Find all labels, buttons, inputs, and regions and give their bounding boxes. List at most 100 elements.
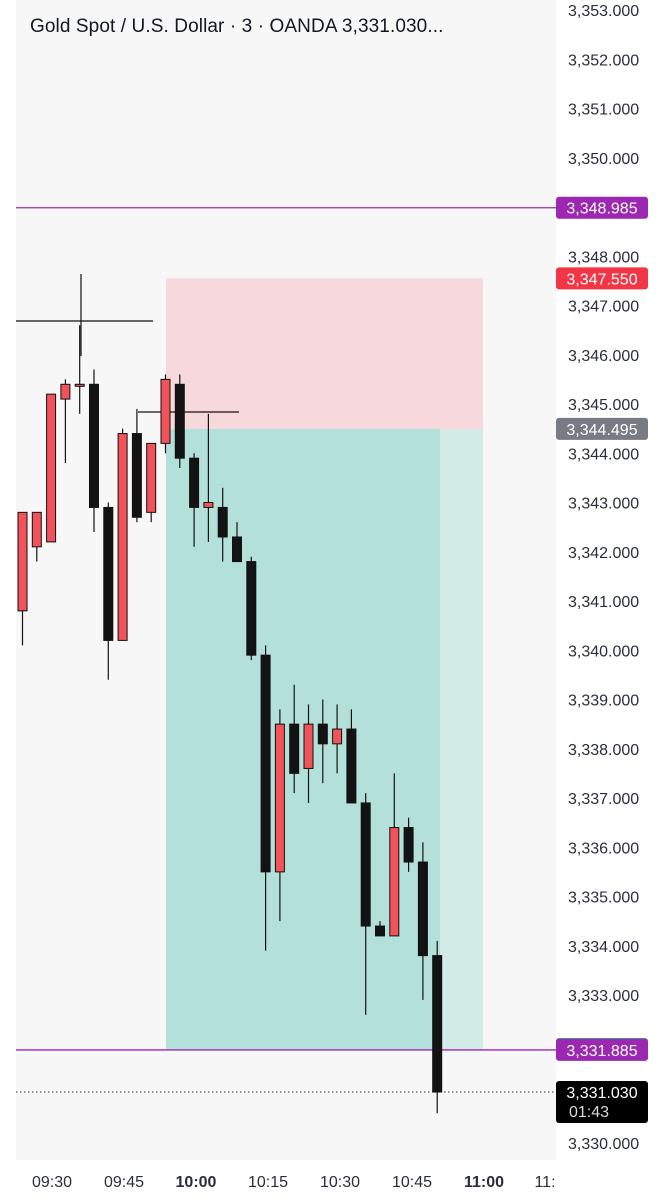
take-profit-zone <box>166 428 440 1050</box>
candle-body <box>346 728 357 804</box>
candle <box>89 369 99 533</box>
candle <box>203 413 214 542</box>
time-tick-label: 10:30 <box>320 1174 360 1191</box>
candle-body <box>403 827 414 863</box>
candle-body <box>31 511 42 548</box>
price-tag-label: 3,348.985 <box>566 201 637 218</box>
candle <box>74 325 85 414</box>
candle-body <box>232 536 242 563</box>
price-tick-label: 3,337.000 <box>568 791 639 808</box>
candle <box>303 704 314 803</box>
price-tick-label: 3,336.000 <box>568 840 639 857</box>
price-tag: 3,348.985 <box>556 196 648 219</box>
candle-body <box>74 383 85 387</box>
candle-body <box>131 433 142 518</box>
candle <box>60 379 71 464</box>
price-tag-bg <box>556 417 648 440</box>
position-zones <box>166 278 483 1050</box>
candle <box>46 393 57 543</box>
candle-body <box>417 861 428 957</box>
candle <box>246 556 257 661</box>
time-tick-label: 11:00 <box>464 1174 504 1191</box>
candle-body <box>60 383 71 400</box>
candle-body <box>146 442 157 513</box>
candle <box>189 453 200 547</box>
price-tick-label: 3,353.000 <box>568 3 639 20</box>
price-tick-label: 3,348.000 <box>568 249 639 266</box>
candle <box>274 709 285 922</box>
candle <box>232 522 242 563</box>
horizontal-lines <box>16 207 556 1093</box>
current-price-label: 3,331.030 <box>566 1085 637 1102</box>
price-tick-label: 3,339.000 <box>568 693 639 710</box>
candle-body <box>360 802 371 927</box>
candle <box>103 502 114 680</box>
take-profit-zone-future <box>440 428 483 1050</box>
candle <box>146 442 157 523</box>
candle <box>117 428 128 641</box>
candle-body <box>189 457 200 508</box>
price-tick-label: 3,346.000 <box>568 348 639 365</box>
price-tick-label: 3,342.000 <box>568 545 639 562</box>
candle <box>317 699 328 784</box>
candle-body <box>174 383 185 459</box>
price-tag-label: 3,331.885 <box>566 1043 637 1060</box>
candle-body <box>89 383 99 508</box>
candle-body <box>317 723 328 745</box>
price-tick-label: 3,350.000 <box>568 151 639 168</box>
price-tag: 3,347.550 <box>556 267 648 290</box>
price-tag-bg <box>556 267 648 290</box>
candle-body <box>46 393 57 543</box>
price-tag-bg <box>556 1038 648 1061</box>
candle <box>432 940 443 1114</box>
candle <box>31 511 42 562</box>
candle <box>289 684 300 794</box>
price-tag: 3,344.495 <box>556 417 648 440</box>
candle <box>403 817 414 872</box>
candle-body <box>203 502 214 508</box>
price-tick-label: 3,351.000 <box>568 102 639 119</box>
candle <box>131 408 142 523</box>
price-tag-bg <box>556 196 648 219</box>
candle <box>360 793 371 1015</box>
chart-title: Gold Spot / U.S. Dollar · 3 · OANDA 3,33… <box>30 16 444 37</box>
candle-body <box>160 378 171 444</box>
candle-body <box>332 728 343 745</box>
time-tick-label: 09:45 <box>104 1174 144 1191</box>
price-tick-label: 3,335.000 <box>568 890 639 907</box>
time-tick-label: 11: <box>534 1174 555 1191</box>
candle-body <box>217 506 228 538</box>
time-tick-label: 09:30 <box>32 1174 72 1191</box>
price-tick-label: 3,343.000 <box>568 496 639 513</box>
candle-body <box>103 506 114 641</box>
price-axis: 3,353.000 3,352.000 3,351.000 3,350.000 3,34… <box>568 3 639 1153</box>
candle-body <box>260 654 271 873</box>
price-tick-label: 3,340.000 <box>568 643 639 660</box>
price-tick-label: 3,333.000 <box>568 988 639 1005</box>
candles <box>17 325 443 1114</box>
price-tags: 3,348.9853,347.5503,344.4953,331.9003,33… <box>556 196 648 1124</box>
price-tick-label: 3,344.000 <box>568 446 639 463</box>
candle-body <box>117 433 128 641</box>
price-tick-label: 3,345.000 <box>568 397 639 414</box>
candle-body <box>246 561 257 656</box>
candle <box>217 487 228 562</box>
candle-body <box>274 723 285 873</box>
stop-loss-zone <box>166 278 483 429</box>
countdown-label: 01:43 <box>569 1104 609 1121</box>
candle-body <box>17 511 28 612</box>
candle <box>389 773 400 937</box>
price-tick-label: 3,330.000 <box>568 1136 639 1153</box>
candle-body <box>303 723 314 769</box>
candle <box>332 704 343 774</box>
current-price-tag: 3,331.030 01:43 <box>556 1081 648 1124</box>
candle-body <box>389 827 400 937</box>
price-tick-label: 3,334.000 <box>568 939 639 956</box>
time-tick-label: 10:45 <box>392 1174 432 1191</box>
price-tick-label: 3,338.000 <box>568 742 639 759</box>
candle <box>260 645 271 951</box>
candle-body <box>289 723 300 774</box>
candle-body <box>375 925 385 937</box>
candle <box>160 374 171 454</box>
